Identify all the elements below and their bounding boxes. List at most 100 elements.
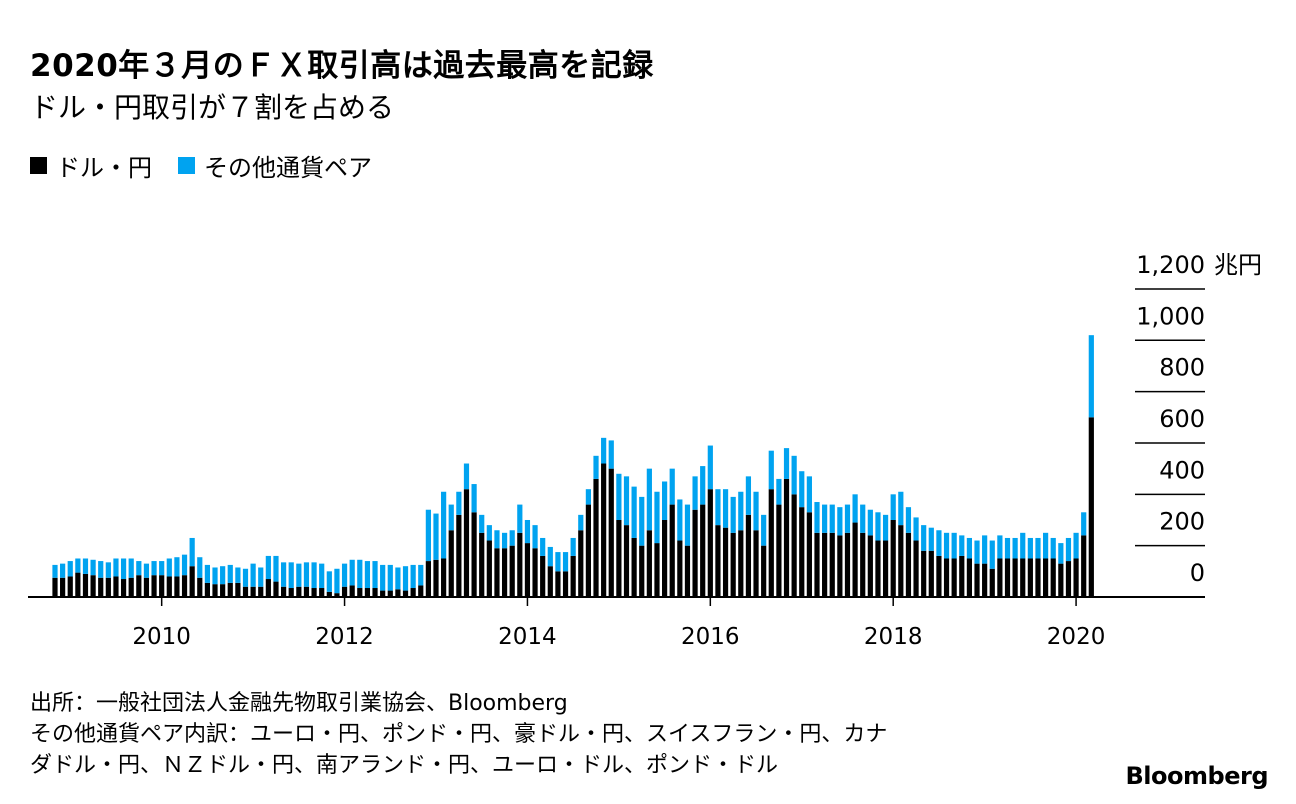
bar-other-pairs-2014-06 bbox=[562, 552, 569, 572]
bar-other-pairs-2015-08 bbox=[669, 468, 675, 505]
bar-usdjpy-2017-10 bbox=[867, 535, 873, 597]
bar-other-pairs-2009-02 bbox=[75, 558, 81, 573]
bar-usdjpy-2010-12 bbox=[242, 586, 249, 597]
bar-other-pairs-2015-07 bbox=[662, 481, 668, 520]
bar-usdjpy-2017-04 bbox=[822, 532, 828, 597]
bar-other-pairs-2012-08 bbox=[395, 567, 401, 590]
bar-other-pairs-2014-12 bbox=[608, 440, 614, 469]
bar-usdjpy-2017-08 bbox=[852, 522, 858, 597]
bar-usdjpy-2015-09 bbox=[677, 540, 683, 597]
bar-usdjpy-2019-08 bbox=[1035, 558, 1041, 597]
bar-usdjpy-2018-03 bbox=[905, 532, 912, 597]
bar-usdjpy-2018-01 bbox=[890, 519, 896, 597]
bar-usdjpy-2013-08 bbox=[486, 540, 492, 597]
bar-other-pairs-2009-11 bbox=[143, 563, 150, 578]
bar-other-pairs-2014-02 bbox=[532, 525, 538, 549]
bar-usdjpy-2015-12 bbox=[700, 504, 706, 597]
bar-usdjpy-2009-04 bbox=[90, 575, 96, 597]
bar-usdjpy-2014-02 bbox=[532, 548, 538, 597]
bar-other-pairs-2015-12 bbox=[700, 466, 706, 505]
bar-usdjpy-2020-01 bbox=[1073, 558, 1079, 597]
bar-usdjpy-2013-06 bbox=[471, 512, 477, 597]
legend: ドル・円 その他通貨ペア bbox=[30, 148, 398, 183]
bar-usdjpy-2010-11 bbox=[235, 582, 241, 597]
bar-usdjpy-2016-03 bbox=[722, 527, 729, 597]
bar-usdjpy-2013-05 bbox=[463, 489, 470, 597]
bar-other-pairs-2018-09 bbox=[951, 532, 957, 559]
bar-usdjpy-2012-05 bbox=[372, 588, 378, 597]
chart-title: 2020年３月のＦＸ取引高は過去最高を記録 bbox=[30, 48, 654, 84]
bar-other-pairs-2014-05 bbox=[555, 552, 561, 572]
bar-usdjpy-2018-10 bbox=[959, 555, 965, 597]
bar-other-pairs-2017-07 bbox=[844, 504, 851, 533]
bar-other-pairs-2016-12 bbox=[791, 455, 797, 495]
bar-other-pairs-2009-12 bbox=[151, 561, 157, 576]
bar-usdjpy-2019-03 bbox=[997, 558, 1003, 597]
bar-other-pairs-2017-12 bbox=[882, 514, 889, 541]
bar-other-pairs-2020-03 bbox=[1088, 335, 1094, 418]
y-tick-label-800: 800 bbox=[1159, 354, 1205, 382]
bar-usdjpy-2018-02 bbox=[898, 525, 904, 597]
y-tick-label-400: 400 bbox=[1159, 456, 1205, 484]
bar-usdjpy-2014-01 bbox=[524, 543, 531, 597]
bar-usdjpy-2011-06 bbox=[288, 588, 294, 597]
bar-other-pairs-2017-06 bbox=[837, 507, 843, 536]
bar-usdjpy-2013-03 bbox=[448, 530, 454, 597]
bar-other-pairs-2018-04 bbox=[913, 517, 919, 541]
bar-other-pairs-2018-06 bbox=[928, 527, 934, 551]
bar-usdjpy-2008-11 bbox=[52, 577, 58, 597]
bar-other-pairs-2015-11 bbox=[692, 476, 698, 510]
bar-other-pairs-2012-12 bbox=[425, 509, 431, 562]
bar-other-pairs-2017-11 bbox=[875, 512, 881, 541]
bar-usdjpy-2017-12 bbox=[882, 540, 889, 597]
bar-other-pairs-2013-09 bbox=[494, 530, 500, 549]
bar-other-pairs-2012-03 bbox=[357, 559, 363, 589]
bar-usdjpy-2016-09 bbox=[768, 489, 774, 597]
bar-usdjpy-2012-07 bbox=[387, 590, 393, 597]
bar-usdjpy-2009-01 bbox=[67, 576, 73, 597]
bar-usdjpy-2015-08 bbox=[669, 504, 675, 597]
bar-other-pairs-2017-09 bbox=[860, 504, 866, 533]
bar-other-pairs-2016-07 bbox=[753, 491, 759, 531]
bar-usdjpy-2009-07 bbox=[113, 576, 119, 597]
bar-other-pairs-2013-08 bbox=[486, 525, 492, 541]
bar-usdjpy-2008-12 bbox=[60, 577, 66, 597]
bar-usdjpy-2017-01 bbox=[799, 507, 805, 597]
bar-usdjpy-2016-01 bbox=[707, 489, 713, 597]
bar-other-pairs-2011-08 bbox=[303, 562, 310, 587]
bar-other-pairs-2019-02 bbox=[989, 540, 995, 569]
bar-other-pairs-2011-05 bbox=[281, 562, 287, 587]
x-tick-label-2020: 2020 bbox=[1047, 624, 1106, 650]
bar-usdjpy-2017-06 bbox=[837, 535, 843, 597]
bar-other-pairs-2016-03 bbox=[722, 489, 729, 528]
bar-other-pairs-2019-11 bbox=[1058, 543, 1064, 564]
bar-usdjpy-2013-07 bbox=[479, 532, 485, 597]
bar-usdjpy-2011-02 bbox=[258, 586, 264, 597]
bar-other-pairs-2019-12 bbox=[1065, 537, 1072, 562]
bloomberg-logo: Bloomberg bbox=[1125, 762, 1269, 790]
bar-other-pairs-2017-05 bbox=[829, 504, 835, 533]
bar-usdjpy-2010-04 bbox=[181, 575, 188, 597]
bar-usdjpy-2017-05 bbox=[829, 532, 835, 597]
bar-usdjpy-2020-02 bbox=[1081, 535, 1087, 597]
bar-other-pairs-2011-06 bbox=[288, 562, 294, 589]
legend-label-other-pairs: その他通貨ペア bbox=[204, 154, 372, 182]
bar-usdjpy-2010-07 bbox=[204, 582, 210, 597]
bar-usdjpy-2017-02 bbox=[806, 512, 812, 597]
bar-usdjpy-2012-12 bbox=[425, 561, 431, 597]
bar-usdjpy-2010-05 bbox=[189, 566, 195, 597]
bar-usdjpy-2010-09 bbox=[220, 584, 226, 597]
bar-other-pairs-2018-11 bbox=[966, 537, 972, 559]
bar-usdjpy-2014-07 bbox=[570, 555, 576, 597]
bar-usdjpy-2015-06 bbox=[654, 543, 660, 597]
bar-other-pairs-2010-09 bbox=[220, 566, 226, 585]
bar-other-pairs-2013-01 bbox=[433, 513, 439, 560]
bar-other-pairs-2011-02 bbox=[258, 567, 264, 587]
x-tick-label-2016: 2016 bbox=[681, 624, 740, 650]
bar-other-pairs-2008-11 bbox=[52, 564, 58, 578]
bar-usdjpy-2009-12 bbox=[151, 575, 157, 597]
bar-other-pairs-2014-07 bbox=[570, 537, 576, 556]
bar-usdjpy-2013-01 bbox=[433, 559, 439, 597]
bar-usdjpy-2012-06 bbox=[380, 590, 386, 597]
bar-usdjpy-2016-07 bbox=[753, 530, 759, 597]
